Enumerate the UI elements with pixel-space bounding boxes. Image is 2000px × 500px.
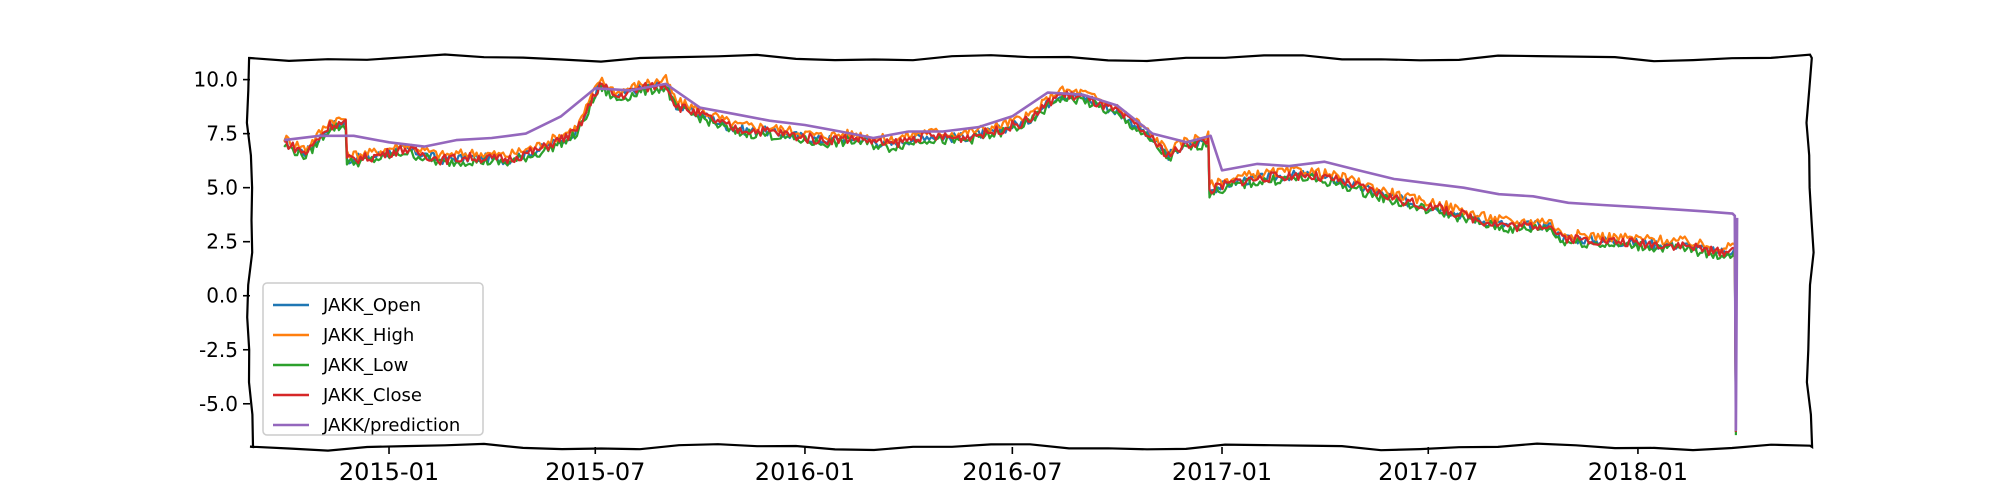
- y-tick-label: 5.0: [206, 176, 238, 200]
- series-line-jakk-high: [283, 74, 1737, 428]
- legend-entry: JAKK_Low: [322, 355, 408, 376]
- x-tick-label: 2016-01: [755, 458, 855, 486]
- x-tick-label: 2016-07: [962, 458, 1062, 486]
- x-tick-label: 2017-01: [1172, 458, 1272, 486]
- legend-entry: JAKK/prediction: [322, 415, 460, 436]
- x-tick-label: 2018-01: [1588, 458, 1688, 486]
- y-axis: 10.0 7.5 5.0 2.5 0.0 -2.5 -5.0: [193, 68, 250, 416]
- y-tick-label: 2.5: [206, 230, 238, 254]
- y-tick-label: -2.5: [199, 338, 238, 362]
- series-line-jakk-open: [283, 81, 1737, 432]
- legend-entry: JAKK_Open: [322, 295, 421, 316]
- y-tick-label: 10.0: [193, 68, 238, 92]
- series-line-jakk-prediction: [284, 82, 1739, 431]
- legend: JAKK_Open JAKK_High JAKK_Low JAKK_Close JAKK…: [262, 282, 484, 436]
- x-tick-label: 2015-07: [545, 458, 645, 486]
- x-tick-label: 2017-07: [1378, 458, 1478, 486]
- legend-box: [262, 282, 484, 436]
- legend-entry: JAKK_High: [322, 325, 414, 346]
- x-axis: 2015-01 2015-07 2016-01 2016-07 2017-01 2017-…: [339, 447, 1688, 486]
- y-tick-label: 0.0: [206, 284, 238, 308]
- series-lines: [283, 74, 1739, 436]
- plot-frame: [245, 53, 1815, 452]
- y-tick-label: 7.5: [206, 122, 238, 146]
- y-tick-label: -5.0: [199, 392, 238, 416]
- legend-entry: JAKK_Close: [322, 385, 422, 406]
- series-line-jakk-close: [283, 81, 1737, 432]
- x-tick-label: 2015-01: [339, 458, 439, 486]
